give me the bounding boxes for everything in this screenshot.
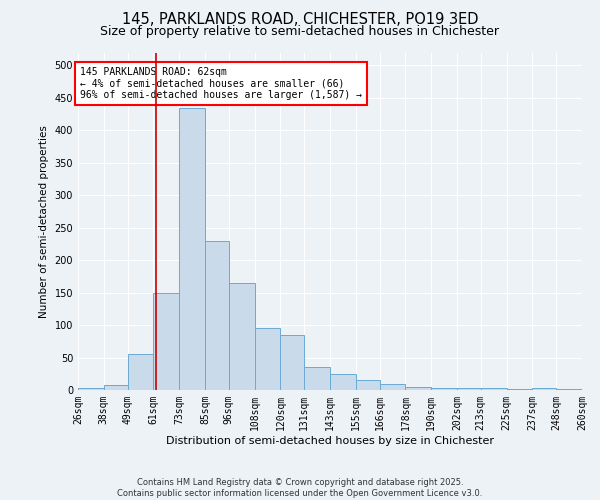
Bar [532,388,556,390]
Bar [431,388,457,390]
Text: Contains HM Land Registry data © Crown copyright and database right 2025.
Contai: Contains HM Land Registry data © Crown c… [118,478,482,498]
Bar [380,384,406,390]
Bar [154,292,179,390]
Bar [330,374,356,390]
Bar [280,335,304,390]
Bar [457,388,481,390]
Bar [406,387,431,390]
Bar [254,328,280,390]
X-axis label: Distribution of semi-detached houses by size in Chichester: Distribution of semi-detached houses by … [166,436,494,446]
Bar [179,108,205,390]
Bar [481,388,506,390]
Bar [128,354,154,390]
Bar [104,385,128,390]
Bar [78,388,104,390]
Text: Size of property relative to semi-detached houses in Chichester: Size of property relative to semi-detach… [101,25,499,38]
Text: 145 PARKLANDS ROAD: 62sqm
← 4% of semi-detached houses are smaller (66)
96% of s: 145 PARKLANDS ROAD: 62sqm ← 4% of semi-d… [80,67,362,100]
Y-axis label: Number of semi-detached properties: Number of semi-detached properties [39,125,49,318]
Bar [205,240,229,390]
Bar [304,368,330,390]
Text: 145, PARKLANDS ROAD, CHICHESTER, PO19 3ED: 145, PARKLANDS ROAD, CHICHESTER, PO19 3E… [122,12,478,28]
Bar [356,380,380,390]
Bar [229,283,254,390]
